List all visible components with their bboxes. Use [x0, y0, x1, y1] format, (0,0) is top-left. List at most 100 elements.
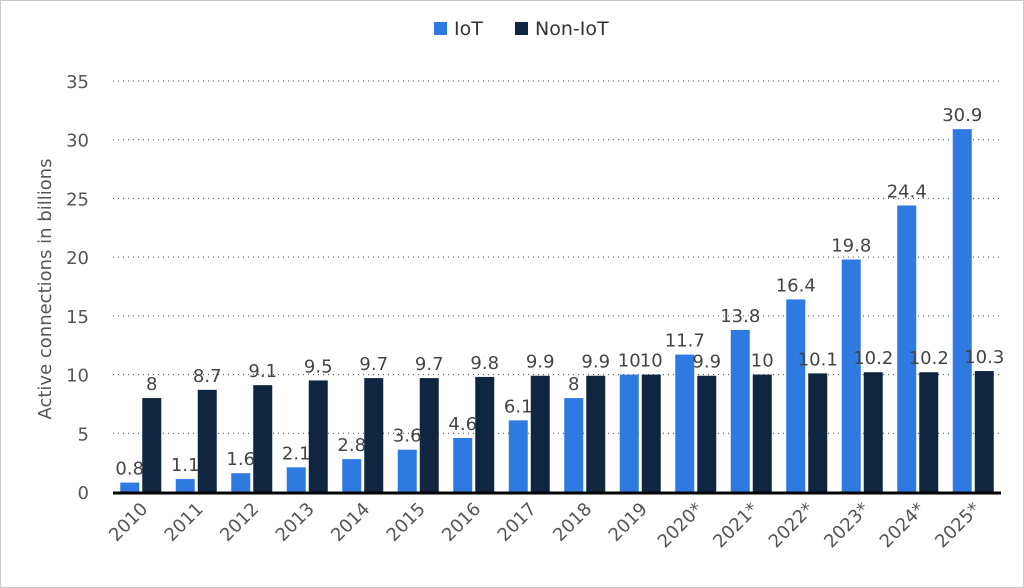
x-tick-label: 2015 — [383, 499, 430, 546]
x-tick-label: 2018 — [549, 499, 596, 546]
data-label: 8 — [146, 374, 157, 395]
data-label: 10 — [618, 351, 641, 372]
bar — [175, 479, 195, 492]
data-label: 2.1 — [282, 443, 311, 464]
bar — [253, 385, 273, 492]
bar — [564, 398, 584, 492]
bar — [919, 372, 939, 492]
bar — [752, 374, 772, 492]
y-axis-label: Active connections in billions — [35, 158, 56, 419]
bar — [453, 437, 473, 492]
y-tick-label: 20 — [66, 248, 89, 269]
bar — [308, 380, 328, 492]
y-tick-label: 5 — [78, 424, 89, 445]
bar — [952, 129, 972, 492]
x-tick-label: 2025* — [931, 499, 985, 553]
bar — [286, 467, 306, 492]
bar — [897, 205, 917, 492]
data-label: 11.7 — [665, 331, 705, 352]
x-tick-label: 2023* — [820, 499, 874, 553]
data-label: 10 — [751, 351, 774, 372]
legend-entry: Non-IoT — [535, 18, 609, 40]
data-labels: 0.8 8 1.1 8.7 1.6 9.1 2.1 9.5 2.8 9.7 3.6 9.7 4.6 9.8… — [115, 105, 1004, 479]
bar — [142, 398, 162, 492]
data-label: 1.1 — [171, 455, 200, 476]
data-label: 2.8 — [337, 435, 366, 456]
data-label: 4.6 — [448, 414, 477, 435]
bar — [530, 375, 550, 492]
data-label: 9.7 — [415, 354, 444, 375]
bar — [586, 375, 606, 492]
data-label: 9.9 — [526, 352, 555, 373]
data-label: 9.5 — [304, 356, 333, 377]
bars — [120, 129, 994, 492]
bar — [786, 299, 806, 492]
data-label: 9.9 — [581, 352, 610, 373]
data-label: 9.1 — [248, 361, 277, 382]
bar — [841, 259, 861, 492]
bar — [231, 473, 251, 492]
data-label: 10 — [640, 351, 663, 372]
x-tick-label: 2024* — [876, 499, 930, 553]
bar — [974, 371, 994, 492]
data-label: 9.9 — [692, 352, 721, 373]
y-axis-ticks: 0 5 10 15 20 25 30 35 — [66, 72, 89, 504]
bar — [808, 373, 828, 492]
bar — [120, 482, 140, 492]
x-tick-label: 2021* — [709, 499, 763, 553]
data-label: 10.2 — [909, 348, 949, 369]
x-tick-label: 2011 — [161, 499, 208, 546]
bar — [675, 354, 695, 492]
bar — [863, 372, 883, 492]
data-label: 13.8 — [720, 306, 760, 327]
data-label: 1.6 — [226, 449, 255, 470]
bar — [730, 329, 750, 492]
y-tick-label: 10 — [66, 366, 89, 387]
bar — [419, 378, 439, 492]
legend-swatch — [434, 22, 447, 35]
x-tick-label: 2014 — [327, 499, 374, 546]
data-label: 10.3 — [964, 347, 1004, 368]
x-tick-label: 2020* — [654, 499, 708, 553]
bar — [697, 375, 717, 492]
data-label: 16.4 — [776, 275, 816, 296]
y-tick-label: 35 — [66, 72, 89, 93]
data-label: 10.1 — [798, 349, 838, 370]
data-label: 9.7 — [359, 354, 388, 375]
y-tick-label: 30 — [66, 131, 89, 152]
data-label: 0.8 — [115, 459, 144, 480]
bar — [641, 374, 661, 492]
y-tick-label: 25 — [66, 189, 89, 210]
legend-entry: IoT — [454, 18, 483, 40]
data-label: 19.8 — [831, 235, 871, 256]
bar — [364, 378, 384, 492]
data-label: 30.9 — [942, 105, 982, 126]
bar — [397, 449, 417, 492]
bar — [197, 389, 217, 492]
x-tick-label: 2019 — [605, 499, 652, 546]
bar — [342, 459, 362, 492]
data-label: 9.8 — [470, 353, 499, 374]
bar — [619, 374, 639, 492]
legend-swatch — [515, 22, 528, 35]
y-tick-label: 0 — [78, 483, 89, 504]
x-tick-label: 2013 — [272, 499, 319, 546]
data-label: 10.2 — [853, 348, 893, 369]
x-tick-label: 2010 — [105, 499, 152, 546]
data-label: 24.4 — [887, 181, 927, 202]
data-label: 8 — [568, 374, 579, 395]
x-tick-label: 2022* — [765, 499, 819, 553]
bar — [475, 376, 495, 492]
data-label: 8.7 — [193, 366, 222, 387]
x-tick-label: 2016 — [438, 499, 485, 546]
data-label: 6.1 — [504, 396, 533, 417]
legend: IoT Non-IoT — [434, 18, 609, 40]
x-tick-label: 2012 — [216, 499, 263, 546]
x-axis-ticks: 2010 2011 2012 2013 2014 2015 2016 2017 2018 2019… — [105, 499, 985, 553]
data-label: 3.6 — [393, 426, 422, 447]
x-tick-label: 2017 — [494, 499, 541, 546]
bar — [508, 420, 528, 492]
y-tick-label: 15 — [66, 307, 89, 328]
